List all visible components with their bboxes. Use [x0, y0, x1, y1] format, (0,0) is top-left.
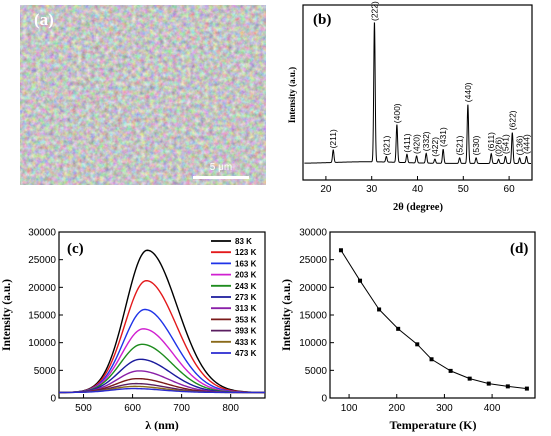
pl-panel-label: (c) [67, 241, 84, 257]
pl-y-tick-label: 0 [50, 394, 56, 405]
temp-panel-label: (d) [510, 241, 528, 257]
xrd-chart: (b) (211)(222)(321)(400)(411) (420) (332)(… [287, 1, 533, 213]
xrd-peak-label: (622) [507, 110, 517, 130]
temp-data-point [429, 357, 434, 362]
temp-data-point [524, 386, 529, 391]
temp-y-tick-label: 5000 [305, 366, 328, 377]
xrd-x-axis-label: 2θ (degree) [393, 202, 443, 213]
temp-y-axis-label: Intensity (a.u.) [281, 279, 293, 351]
xrd-x-tick-label: 50 [458, 184, 470, 195]
pl-legend-label: 203 K [235, 271, 257, 280]
xrd-peak-label: (444) [522, 134, 532, 154]
pl-legend-label: 433 K [235, 338, 257, 347]
xrd-peak-label: (611) [486, 132, 496, 151]
sem-image-panel: (a) 5 μm [20, 5, 266, 185]
pl-x-tick-label: 600 [124, 403, 141, 414]
xrd-panel-label: (b) [313, 12, 331, 28]
pl-x-axis-label: λ (nm) [145, 418, 179, 432]
xrd-x-tick-label: 40 [412, 184, 424, 195]
pl-x-tick-label: 700 [173, 403, 190, 414]
temp-x-tick-label: 400 [484, 403, 501, 414]
pl-x-tick-label: 500 [75, 403, 92, 414]
xrd-peak-label: (541) [500, 134, 510, 154]
pl-spectra-chart: (c) 500 600 700 800 0 5000 10000 15000 20000 2500… [1, 228, 266, 432]
panel-a-label: (a) [34, 10, 54, 29]
pl-y-tick-label: 20000 [28, 283, 56, 294]
scale-bar-label: 5 μm [210, 162, 232, 173]
pl-legend-label: 163 K [235, 259, 257, 268]
temp-data-point [467, 376, 472, 381]
temp-frame [329, 231, 536, 399]
temp-data-point [505, 384, 510, 389]
temp-data-point [448, 368, 453, 373]
temp-y-tick-label: 0 [321, 394, 327, 405]
temp-data-point [396, 326, 401, 331]
xrd-peak-label: (530) [471, 135, 481, 155]
pl-y-tick-label: 30000 [28, 228, 56, 239]
xrd-pattern-line [304, 22, 531, 164]
temp-x-tick-label: 200 [388, 403, 405, 414]
xrd-peak-label: (400) [392, 103, 402, 123]
temp-y-tick-label: 20000 [299, 283, 327, 294]
temp-y-tick-label: 15000 [299, 311, 327, 322]
pl-y-tick-label: 5000 [34, 366, 57, 377]
xrd-peak-label: (420) [412, 134, 422, 154]
xrd-peak-label: (440) [463, 82, 473, 102]
xrd-x-tick-label: 60 [504, 184, 516, 195]
temp-y-tick-label: 25000 [299, 255, 327, 266]
temp-data-point [338, 248, 343, 253]
pl-legend-label: 313 K [235, 304, 257, 313]
xrd-peak-label: (211) [328, 129, 338, 148]
temp-data-point [486, 381, 491, 386]
pl-y-tick-label: 15000 [28, 311, 56, 322]
temp-y-tick-label: 30000 [299, 228, 327, 239]
xrd-x-tick-label: 20 [320, 184, 332, 195]
pl-x-tick-label: 800 [222, 403, 239, 414]
xrd-peak-label: (136) [515, 135, 525, 155]
temp-x-tick-label: 100 [341, 403, 358, 414]
xrd-peak-label: (222) [369, 1, 379, 21]
xrd-peak-label: (332) [421, 131, 431, 151]
pl-legend-label: 123 K [235, 248, 257, 257]
pl-legend-label: 393 K [235, 327, 257, 336]
pl-legend-label: 273 K [235, 293, 257, 302]
pl-legend-label: 353 K [235, 315, 257, 324]
xrd-peak-label: (521) [455, 135, 465, 155]
scale-bar [193, 176, 249, 179]
pl-legend-label: 243 K [235, 282, 257, 291]
temp-x-axis-label: Temperature (K) [390, 418, 477, 432]
temp-data-point [358, 278, 363, 283]
xrd-peak-label: (422) [430, 137, 440, 157]
xrd-peak-label: (431) [438, 127, 448, 147]
pl-legend-label: 83 K [235, 237, 252, 246]
xrd-peak-label: (321) [381, 135, 391, 155]
xrd-peak-label: (411) [402, 133, 412, 152]
sem-texture [20, 5, 266, 185]
pl-legend-label: 473 K [235, 349, 257, 358]
temp-data-point [415, 342, 420, 347]
pl-y-axis-label: Intensity (a.u.) [1, 279, 13, 351]
pl-y-tick-label: 10000 [28, 338, 56, 349]
xrd-x-tick-label: 30 [366, 184, 378, 195]
temp-series-line [340, 249, 527, 390]
temp-y-tick-label: 10000 [299, 338, 327, 349]
temp-data-point [377, 307, 382, 312]
temp-x-tick-label: 300 [436, 403, 453, 414]
intensity-temperature-chart: (d) 100 200 300 400 0 5000 10000 15000 20000 2500… [281, 228, 536, 432]
xrd-peak-label: (026) [494, 137, 504, 157]
pl-series-curve [58, 387, 265, 394]
xrd-y-axis-label: Intensity (a.u.) [287, 67, 297, 123]
pl-y-tick-label: 25000 [28, 255, 56, 266]
